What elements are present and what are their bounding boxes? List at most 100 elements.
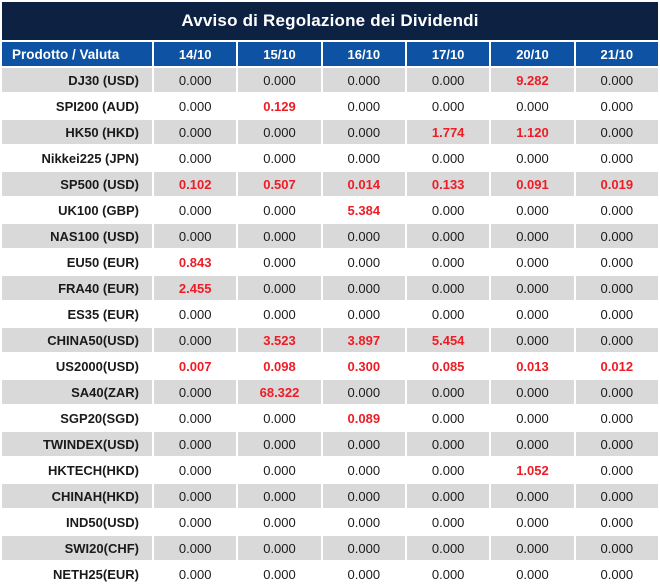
dividend-value-cell: 0.000: [238, 536, 321, 560]
dividend-value-cell: 0.000: [491, 94, 574, 118]
dividend-value-cell: 1.052: [491, 458, 574, 482]
column-header-product: Prodotto / Valuta: [2, 42, 152, 66]
dividend-value-cell: 0.000: [491, 198, 574, 222]
dividend-value-cell: 0.000: [491, 276, 574, 300]
dividend-value-cell: 9.282: [491, 68, 574, 92]
dividend-value-cell: 0.000: [322, 146, 405, 170]
dividend-value-cell: 0.000: [322, 94, 405, 118]
table-row: NETH25(EUR) 0.000 0.000 0.000 0.000 0.000 0.00…: [2, 562, 658, 586]
column-header-date: 21/10: [575, 42, 658, 66]
table-row: US2000(USD) 0.007 0.098 0.300 0.085 0.013 0.01…: [2, 354, 658, 378]
product-cell: CHINA50(USD): [2, 328, 152, 352]
dividend-value-cell: 0.000: [575, 458, 658, 482]
table-row: SP500 (USD) 0.102 0.507 0.014 0.133 0.091 0.01…: [2, 172, 658, 196]
dividend-value-cell: 0.000: [406, 302, 490, 326]
column-header-date: 14/10: [154, 42, 237, 66]
dividend-value-cell: 0.000: [406, 510, 490, 534]
dividend-value-cell: 0.085: [406, 354, 490, 378]
page-title: Avviso di Regolazione dei Dividendi: [2, 2, 658, 40]
dividend-value-cell: 0.000: [575, 510, 658, 534]
product-cell: SA40(ZAR): [2, 380, 152, 404]
dividend-value-cell: 0.000: [491, 250, 574, 274]
dividend-value-cell: 0.000: [238, 68, 321, 92]
dividend-value-cell: 0.000: [322, 380, 405, 404]
dividend-value-cell: 0.000: [322, 68, 405, 92]
dividend-value-cell: 0.000: [238, 120, 321, 144]
dividend-value-cell: 0.000: [491, 406, 574, 430]
dividend-value-cell: 0.133: [406, 172, 490, 196]
product-cell: NAS100 (USD): [2, 224, 152, 248]
dividend-value-cell: 0.000: [238, 458, 321, 482]
product-cell: SPI200 (AUD): [2, 94, 152, 118]
product-cell: HK50 (HKD): [2, 120, 152, 144]
dividend-value-cell: 0.000: [575, 120, 658, 144]
title-row: Avviso di Regolazione dei Dividendi: [2, 2, 658, 40]
dividend-value-cell: 0.000: [491, 380, 574, 404]
table-row: HK50 (HKD) 0.000 0.000 0.000 1.774 1.120 0.000: [2, 120, 658, 144]
dividend-value-cell: 68.322: [238, 380, 321, 404]
dividend-value-cell: 0.000: [406, 94, 490, 118]
dividend-value-cell: 0.000: [238, 198, 321, 222]
dividend-value-cell: 0.000: [154, 484, 237, 508]
dividend-value-cell: 0.843: [154, 250, 237, 274]
dividend-value-cell: 0.091: [491, 172, 574, 196]
dividend-value-cell: 0.000: [491, 328, 574, 352]
table-row: Nikkei225 (JPN) 0.000 0.000 0.000 0.000 0.000…: [2, 146, 658, 170]
dividend-value-cell: 0.000: [154, 94, 237, 118]
dividend-value-cell: 0.000: [575, 380, 658, 404]
dividend-value-cell: 0.000: [575, 146, 658, 170]
dividend-value-cell: 0.000: [154, 328, 237, 352]
product-cell: ES35 (EUR): [2, 302, 152, 326]
dividend-value-cell: 0.000: [491, 224, 574, 248]
dividend-value-cell: 0.000: [491, 484, 574, 508]
dividend-value-cell: 0.000: [491, 146, 574, 170]
dividend-value-cell: 1.774: [406, 120, 490, 144]
dividend-value-cell: 2.455: [154, 276, 237, 300]
dividend-value-cell: 0.000: [154, 406, 237, 430]
dividend-value-cell: 0.000: [322, 224, 405, 248]
dividend-value-cell: 0.000: [491, 536, 574, 560]
dividend-value-cell: 0.000: [322, 484, 405, 508]
dividend-value-cell: 0.000: [406, 536, 490, 560]
table-row: UK100 (GBP) 0.000 0.000 5.384 0.000 0.000 0.00…: [2, 198, 658, 222]
dividend-value-cell: 0.089: [322, 406, 405, 430]
dividend-value-cell: 0.300: [322, 354, 405, 378]
dividend-value-cell: 0.000: [406, 562, 490, 586]
product-cell: SGP20(SGD): [2, 406, 152, 430]
dividend-value-cell: 0.000: [154, 198, 237, 222]
column-header-date: 20/10: [491, 42, 574, 66]
dividend-value-cell: 3.897: [322, 328, 405, 352]
dividend-value-cell: 0.000: [154, 432, 237, 456]
dividend-value-cell: 0.507: [238, 172, 321, 196]
table-header-row: Prodotto / Valuta 14/10 15/10 16/10 17/10 20…: [2, 42, 658, 66]
dividend-value-cell: 0.000: [154, 562, 237, 586]
dividend-value-cell: 0.000: [575, 302, 658, 326]
dividend-value-cell: 0.000: [154, 146, 237, 170]
dividend-value-cell: 0.000: [154, 458, 237, 482]
dividend-value-cell: 0.000: [154, 380, 237, 404]
table-row: ES35 (EUR) 0.000 0.000 0.000 0.000 0.000 0.000: [2, 302, 658, 326]
dividend-value-cell: 0.000: [154, 68, 237, 92]
table-row: EU50 (EUR) 0.843 0.000 0.000 0.000 0.000 0.000: [2, 250, 658, 274]
table-row: SWI20(CHF) 0.000 0.000 0.000 0.000 0.000 0.000: [2, 536, 658, 560]
table-row: SGP20(SGD) 0.000 0.000 0.089 0.000 0.000 0.000: [2, 406, 658, 430]
dividend-value-cell: 0.000: [406, 380, 490, 404]
dividend-value-cell: 0.000: [575, 484, 658, 508]
dividend-value-cell: 0.000: [154, 120, 237, 144]
dividend-value-cell: 0.000: [238, 484, 321, 508]
column-header-date: 15/10: [238, 42, 321, 66]
product-cell: FRA40 (EUR): [2, 276, 152, 300]
product-cell: CHINAH(HKD): [2, 484, 152, 508]
dividend-value-cell: 0.000: [322, 250, 405, 274]
dividend-value-cell: 0.000: [406, 224, 490, 248]
table-row: NAS100 (USD) 0.000 0.000 0.000 0.000 0.000 0.0…: [2, 224, 658, 248]
dividend-value-cell: 0.000: [154, 302, 237, 326]
dividend-value-cell: 0.000: [238, 510, 321, 534]
dividend-value-cell: 0.000: [154, 510, 237, 534]
dividend-value-cell: 5.454: [406, 328, 490, 352]
dividend-value-cell: 0.000: [575, 198, 658, 222]
dividend-value-cell: 0.000: [154, 536, 237, 560]
dividend-value-cell: 0.000: [575, 276, 658, 300]
dividend-value-cell: 0.000: [238, 562, 321, 586]
